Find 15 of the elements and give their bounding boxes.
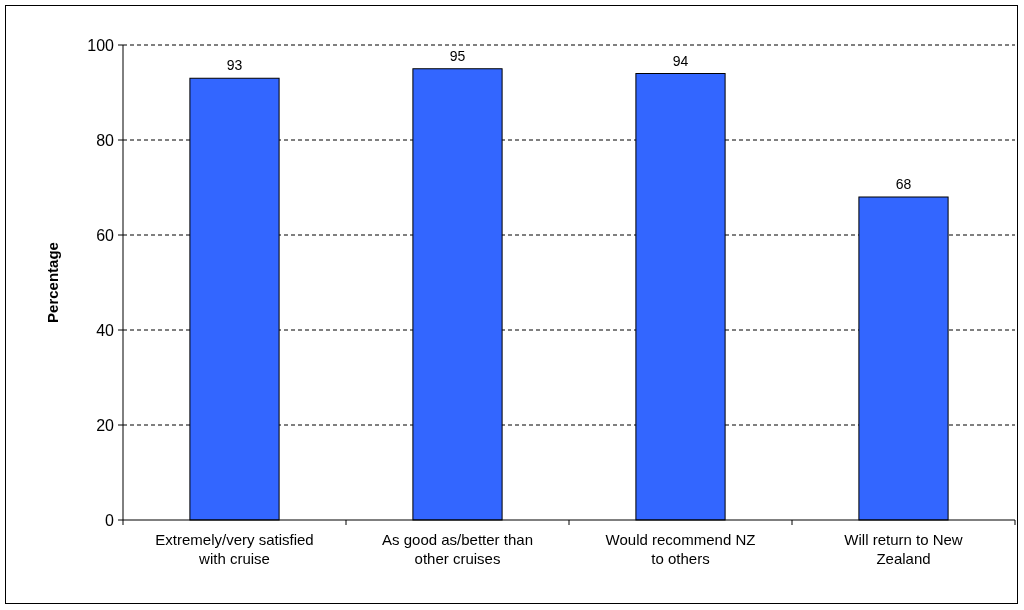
data-label: 68 <box>895 176 912 192</box>
y-tick-label: 60 <box>96 226 115 244</box>
y-tick-label: 80 <box>96 131 115 149</box>
data-label: 95 <box>449 47 466 64</box>
x-tick-label: Would recommend NZ to others <box>605 531 756 567</box>
data-label: 94 <box>672 52 689 69</box>
y-tick-label: 0 <box>105 511 115 529</box>
x-tick-label: Extremely/very satisfied with cruise <box>155 531 314 567</box>
x-tick-label: Will return to New Zealand <box>844 531 963 567</box>
y-tick-label: 40 <box>96 321 115 339</box>
y-axis-title: Percentage <box>44 242 61 323</box>
data-label: 93 <box>226 57 243 74</box>
y-tick-label: 20 <box>96 416 115 434</box>
x-tick-label: As good as/better than other cruises <box>382 531 533 567</box>
y-tick-label: 100 <box>87 36 115 54</box>
